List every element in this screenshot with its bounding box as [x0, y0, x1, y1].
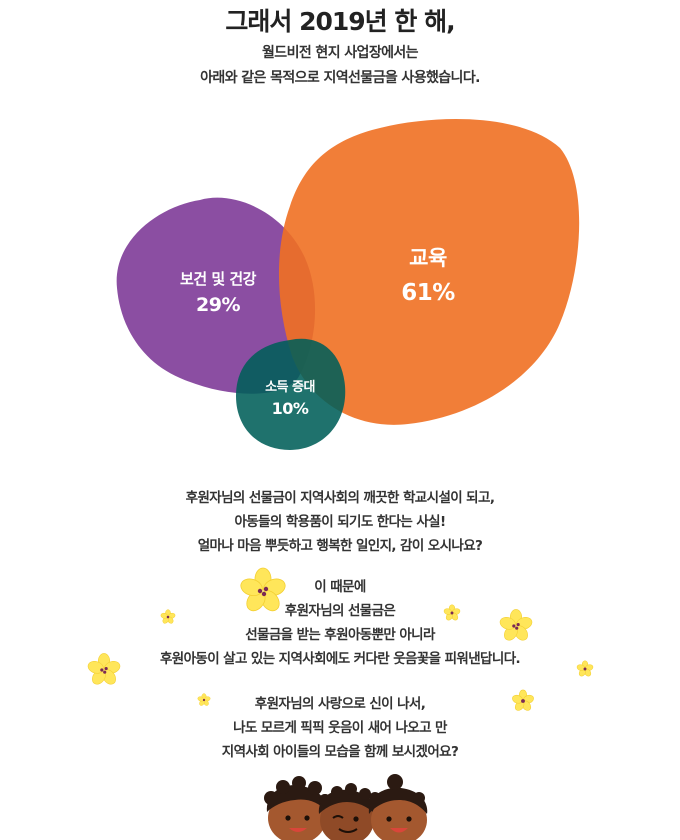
purpose-venn-diagram: 보건 및 건강 29% 교육 61% 소득 증대 10% [0, 108, 680, 460]
subtitle-line-1: 월드비전 현지 사업장에서는 [262, 45, 419, 61]
flower-icon [197, 693, 211, 706]
paragraph-line: 이 때문에 [314, 579, 366, 595]
paragraph-line: 나도 모르게 픽픽 웃음이 새어 나오고 만 [233, 720, 447, 736]
venn-item-name: 소득 증대 [265, 380, 315, 395]
paragraph-line: 아동들의 학용품이 되기도 한다는 사실! [234, 514, 446, 530]
paragraph-line: 후원자님의 선물금이 지역사회의 깨끗한 학교시설이 되고, [185, 490, 495, 506]
flower-icon [576, 660, 594, 677]
venn-item-name: 교육 [409, 246, 447, 270]
paragraph-line: 얼마나 마음 뿌듯하고 행복한 일인지, 감이 오시나요? [197, 538, 483, 554]
venn-item-percent: 29% [196, 294, 240, 316]
paragraph-line: 지역사회 아이들의 모습을 함께 보시겠어요? [221, 744, 459, 760]
paragraph-line: 선물금을 받는 후원아동뿐만 아니라 [245, 627, 435, 643]
paragraph-line: 후원아동이 살고 있는 지역사회에도 커다란 웃음꽃을 피워낸답니다. [159, 651, 521, 667]
flower-icon [443, 604, 461, 621]
venn-item-percent: 61% [401, 280, 455, 306]
income-blob [236, 338, 346, 450]
education-blob [278, 119, 580, 425]
venn-shapes [116, 119, 580, 450]
flower-icon [87, 653, 121, 685]
paragraph-line: 후원자님의 선물금은 [284, 603, 396, 619]
children-illustration [264, 774, 428, 840]
child-face-right [368, 774, 428, 840]
venn-item-health: 보건 및 건강 29% [148, 268, 288, 316]
health-blob [116, 197, 316, 394]
venn-item-name: 보건 및 건강 [180, 270, 256, 288]
venn-item-income: 소득 증대 10% [230, 376, 350, 418]
flower-icon [512, 689, 534, 711]
paragraph-2: 이 때문에 후원자님의 선물금은 선물금을 받는 후원아동뿐만 아니라 후원아동… [0, 575, 680, 671]
paragraph-3: 후원자님의 사랑으로 신이 나서, 나도 모르게 픽픽 웃음이 새어 나오고 만… [0, 692, 680, 764]
paragraph-1: 후원자님의 선물금이 지역사회의 깨끗한 학교시설이 되고, 아동들의 학용품이… [0, 486, 680, 558]
venn-item-percent: 10% [271, 399, 309, 418]
flower-icon [499, 609, 533, 641]
venn-item-education: 교육 61% [358, 242, 498, 306]
child-face-middle [318, 783, 376, 840]
flower-icon [160, 609, 176, 624]
page-title: 그래서 2019년 한 해, [225, 7, 455, 36]
paragraph-line: 후원자님의 사랑으로 신이 나서, [254, 696, 426, 712]
subtitle-line-2: 아래와 같은 목적으로 지역선물금을 사용했습니다. [200, 70, 480, 86]
flower-icon [240, 567, 286, 612]
